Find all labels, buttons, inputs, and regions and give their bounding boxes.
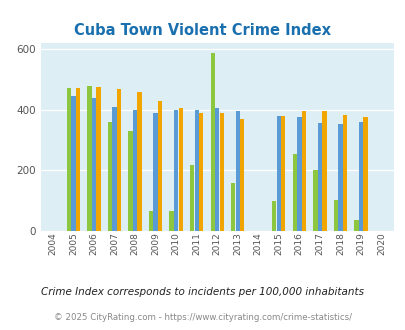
Bar: [137, 92, 141, 231]
Bar: [322, 111, 326, 231]
Bar: [153, 113, 158, 231]
Bar: [92, 98, 96, 231]
Bar: [67, 88, 71, 231]
Bar: [215, 108, 219, 231]
Bar: [149, 211, 153, 231]
Bar: [96, 86, 100, 231]
Bar: [76, 88, 80, 231]
Bar: [71, 96, 75, 231]
Bar: [219, 113, 223, 231]
Bar: [342, 115, 346, 231]
Text: © 2025 CityRating.com - https://www.cityrating.com/crime-statistics/: © 2025 CityRating.com - https://www.city…: [54, 313, 351, 322]
Bar: [190, 165, 194, 231]
Bar: [281, 116, 285, 231]
Bar: [235, 112, 239, 231]
Bar: [178, 108, 182, 231]
Bar: [354, 220, 358, 231]
Bar: [158, 101, 162, 231]
Bar: [358, 122, 362, 231]
Bar: [317, 123, 321, 231]
Bar: [239, 119, 244, 231]
Bar: [194, 110, 198, 231]
Bar: [128, 131, 132, 231]
Bar: [292, 154, 296, 231]
Bar: [132, 110, 137, 231]
Bar: [271, 201, 276, 231]
Bar: [174, 110, 178, 231]
Bar: [362, 117, 367, 231]
Bar: [112, 107, 116, 231]
Bar: [117, 89, 121, 231]
Bar: [312, 170, 317, 231]
Bar: [87, 86, 92, 231]
Bar: [276, 116, 280, 231]
Bar: [301, 111, 305, 231]
Bar: [337, 124, 342, 231]
Bar: [210, 52, 214, 231]
Bar: [296, 117, 301, 231]
Bar: [169, 211, 173, 231]
Bar: [108, 122, 112, 231]
Bar: [198, 113, 203, 231]
Bar: [333, 200, 337, 231]
Bar: [230, 183, 235, 231]
Text: Crime Index corresponds to incidents per 100,000 inhabitants: Crime Index corresponds to incidents per…: [41, 287, 364, 297]
Text: Cuba Town Violent Crime Index: Cuba Town Violent Crime Index: [74, 23, 331, 38]
